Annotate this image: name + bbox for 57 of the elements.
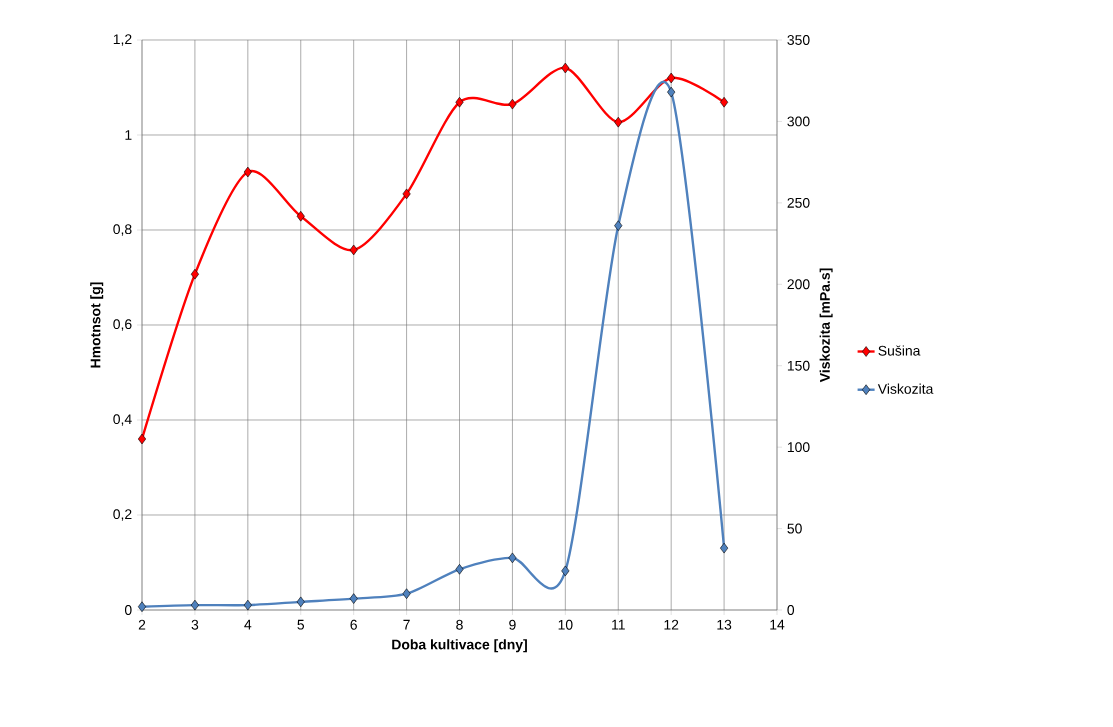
x-tick-label: 9 — [509, 619, 516, 630]
y2-tick-label: 300 — [787, 116, 810, 127]
point — [561, 565, 570, 577]
point — [720, 96, 729, 108]
legend-label: Sušina — [878, 345, 921, 356]
x-axis-title: Doba kultivace [dny] — [392, 639, 527, 653]
point — [455, 96, 464, 108]
point — [667, 86, 676, 98]
y2-tick-label: 0 — [787, 605, 795, 615]
y-axis-title: Hmotnsot [g] — [90, 282, 104, 368]
point — [190, 599, 199, 611]
legend-label: Viskozita — [877, 383, 934, 394]
point — [508, 552, 517, 564]
y2-tick-label: 200 — [787, 279, 810, 290]
point — [137, 433, 147, 445]
y-tick-label: 0,2 — [113, 509, 132, 521]
x-tick-label: 14 — [770, 619, 785, 630]
y-tick-label: 0 — [124, 605, 132, 615]
point — [402, 188, 411, 200]
y2-tick-label: 50 — [787, 523, 802, 534]
point — [508, 98, 517, 110]
point — [402, 588, 411, 599]
point — [137, 601, 147, 613]
x-tick-label: 10 — [558, 619, 573, 630]
x-tick-label: 4 — [244, 619, 252, 630]
y2-axis-title: Viskozita [mPa.s] — [819, 268, 833, 383]
x-tick-label: 8 — [456, 619, 463, 630]
y-tick-label: 0,8 — [113, 224, 132, 236]
y2-tick-label: 100 — [787, 442, 810, 453]
y-tick-label: 1,2 — [113, 34, 132, 46]
point — [296, 210, 305, 222]
point — [561, 62, 570, 74]
point — [349, 244, 358, 256]
point — [720, 542, 729, 554]
x-tick-label: 12 — [664, 619, 679, 630]
y-tick-label: 0,4 — [113, 414, 132, 426]
x-tick-label: 7 — [403, 619, 410, 630]
x-tick-label: 13 — [717, 619, 732, 630]
x-tick-label: 6 — [350, 619, 357, 630]
y2-tick-label: 250 — [787, 197, 810, 208]
point — [243, 599, 252, 611]
point — [614, 220, 623, 231]
point — [296, 596, 305, 608]
point — [614, 116, 623, 128]
x-tick-label: 5 — [297, 619, 305, 630]
x-tick-label: 11 — [612, 619, 625, 630]
x-tick-label: 2 — [138, 619, 146, 630]
point — [243, 166, 252, 178]
x-tick-label: 3 — [191, 619, 199, 630]
point — [455, 564, 464, 575]
y2-tick-label: 350 — [787, 35, 810, 45]
point — [190, 268, 199, 280]
point — [349, 593, 358, 604]
y-tick-label: 1 — [125, 130, 132, 140]
point — [667, 72, 676, 84]
y-tick-label: 0,6 — [113, 319, 132, 331]
y2-tick-label: 150 — [787, 360, 810, 371]
